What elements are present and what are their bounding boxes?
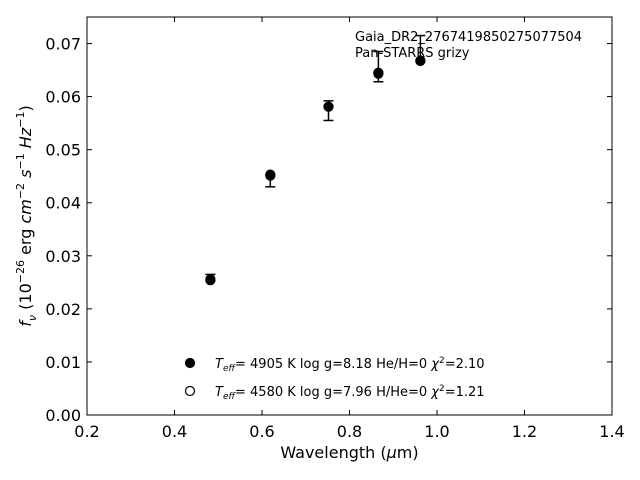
y-tick-label: 0.03	[45, 247, 81, 266]
x-axis: 0.2 0.4 0.6 0.8 1.0 1.2 1.4	[74, 17, 625, 441]
model-point-open	[415, 55, 426, 67]
y-tick-label: 0.07	[45, 35, 81, 54]
legend-marker-filled	[184, 357, 196, 369]
x-tick-label: 0.4	[162, 422, 187, 441]
x-tick-label: 1.0	[424, 422, 449, 441]
legend-entry: Teff= 4905 K log g=8.18 He/H=0 χ2=2.10	[215, 356, 485, 374]
x-tick-label: 0.6	[249, 422, 274, 441]
y-axis: 0.00 0.01 0.02 0.03 0.04 0.05 0.06 0.07	[45, 35, 612, 425]
x-tick-label: 0.2	[74, 422, 99, 441]
y-tick-label: 0.04	[45, 194, 81, 213]
legend-marker-open	[184, 385, 196, 397]
y-tick-label: 0.01	[45, 353, 81, 372]
x-axis-label: Wavelength (μm)	[280, 443, 418, 462]
chart-annotation-source: Gaia_DR2_2767419850275077504	[355, 30, 582, 45]
y-tick-label: 0.00	[45, 406, 81, 425]
legend-entry: Teff= 4580 K log g=7.96 H/He=0 χ2=1.21	[215, 384, 485, 402]
chart-annotation-survey: Pan-STARRS grizy	[355, 46, 470, 61]
x-tick-label: 1.2	[512, 422, 537, 441]
model-point-open	[205, 275, 216, 286]
y-tick-label: 0.06	[45, 88, 81, 107]
data-points	[205, 34, 426, 286]
x-tick-label: 0.8	[337, 422, 362, 441]
y-axis-label: fν (10−26 erg cm−2 s−1 Hz−1)	[14, 105, 39, 326]
y-tick-label: 0.05	[45, 141, 81, 160]
legend: Teff= 4905 K log g=8.18 He/H=0 χ2=2.10 Te…	[184, 356, 485, 402]
plot-frame	[86, 16, 613, 416]
model-point-open	[265, 170, 276, 181]
model-point-open	[373, 68, 384, 79]
y-tick-label: 0.02	[45, 300, 81, 319]
model-point-open	[323, 101, 334, 112]
x-tick-label: 1.4	[599, 422, 624, 441]
